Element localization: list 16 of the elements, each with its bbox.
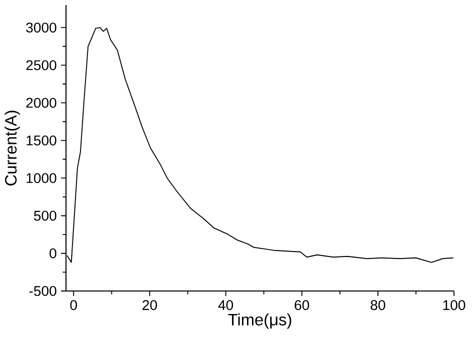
x-tick-label: 0	[70, 300, 77, 310]
x-axis-title: Time(μs)	[228, 313, 292, 329]
y-axis-title: Current(A)	[4, 110, 20, 186]
x-tick-label: 100	[443, 300, 466, 310]
x-tick-label: 60	[294, 300, 310, 310]
x-tick-label: 20	[142, 300, 157, 310]
y-tick-label: 2500	[26, 60, 56, 70]
y-tick-label: 2000	[26, 98, 56, 108]
y-tick-label: 1000	[26, 173, 56, 184]
y-tick-label: 500	[34, 210, 56, 221]
x-tick-label: 40	[218, 300, 234, 310]
y-tick-label: 3000	[26, 22, 56, 33]
y-tick-label: 1500	[26, 135, 56, 146]
y-tick-label: -500	[29, 286, 56, 296]
x-tick-label: 80	[370, 300, 386, 310]
y-tick-label: 0	[50, 248, 56, 258]
